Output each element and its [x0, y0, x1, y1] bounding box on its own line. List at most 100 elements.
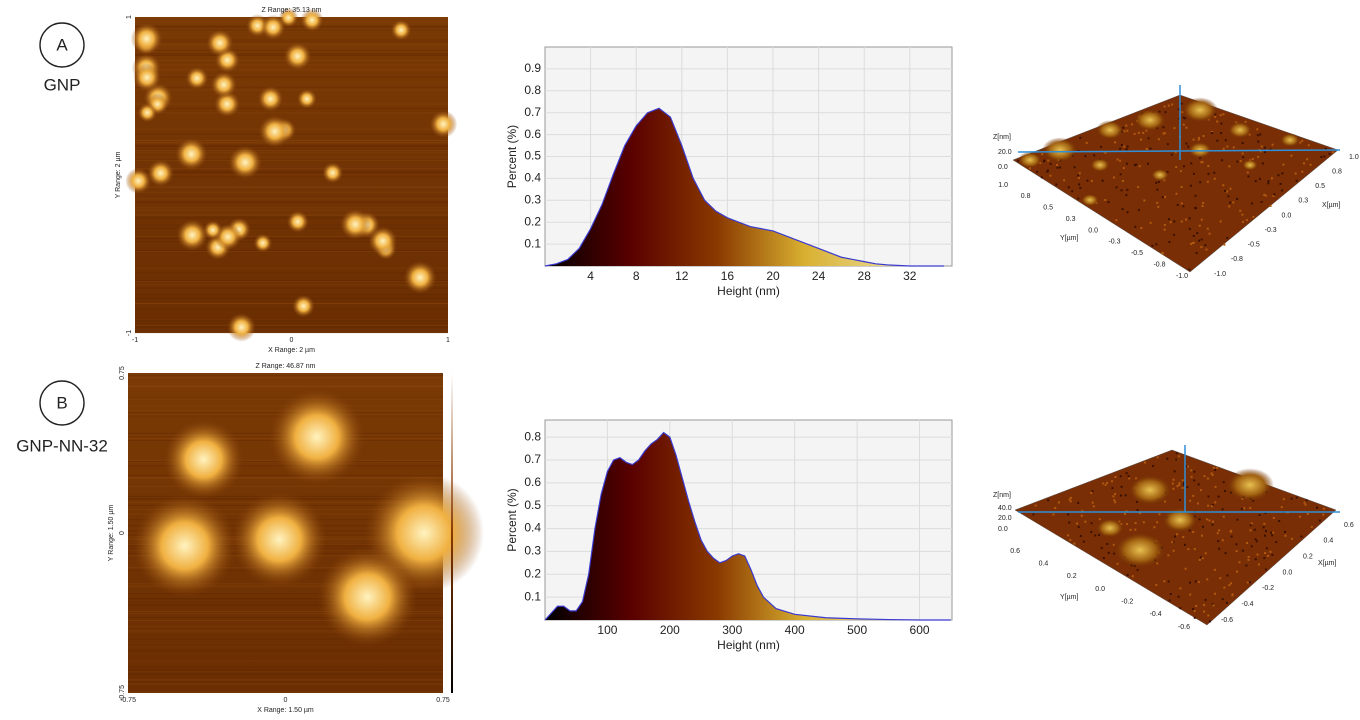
- y-tick-label: 0.2: [524, 566, 541, 580]
- surface-texture: [1172, 487, 1175, 490]
- surface-y-label: Y[µm]: [1060, 594, 1078, 601]
- afm-streak: [135, 139, 448, 141]
- afm-streak: [135, 186, 448, 188]
- afm-particle: [132, 493, 237, 598]
- surface-texture: [1225, 601, 1228, 604]
- surface-texture: [1100, 547, 1103, 550]
- surface-texture: [1175, 192, 1178, 195]
- afm-streak: [128, 682, 443, 684]
- surface-texture: [1136, 509, 1139, 512]
- surface-texture: [1201, 161, 1204, 164]
- surface-texture: [1123, 145, 1126, 148]
- surface-texture: [1193, 470, 1196, 473]
- surface-texture: [1204, 598, 1207, 601]
- surface-texture: [1192, 608, 1195, 611]
- surface-texture: [1224, 490, 1227, 493]
- surface-texture: [1112, 543, 1115, 546]
- surface-texture: [1295, 496, 1298, 499]
- surface-texture: [1125, 148, 1128, 151]
- surface-texture: [1192, 241, 1195, 244]
- surface-texture: [1192, 138, 1195, 141]
- surface-texture: [1206, 227, 1209, 230]
- surface-y-tick: -0.3: [1108, 239, 1120, 246]
- y-tick-label: 0.1: [524, 589, 541, 603]
- surface-texture: [1222, 113, 1225, 116]
- surface-x-tick: 0.0: [1283, 569, 1293, 576]
- surface-texture: [1264, 552, 1267, 555]
- surface-texture: [1119, 494, 1122, 497]
- surface-x-tick: -1.0: [1214, 271, 1226, 278]
- surface-x-tick: -0.8: [1231, 256, 1243, 263]
- surface-texture: [1295, 179, 1298, 182]
- surface-texture: [1155, 584, 1158, 587]
- x-tick-label: 8: [633, 269, 640, 283]
- afm-streak: [135, 86, 448, 88]
- surface-texture: [1184, 117, 1187, 120]
- surface-texture: [1226, 237, 1229, 240]
- afm-streak: [135, 284, 448, 286]
- afm-streak: [135, 326, 448, 328]
- surface-y-tick: -1.0: [1176, 273, 1188, 280]
- afm-streak: [135, 148, 448, 150]
- afm-particle: [300, 8, 324, 32]
- surface-texture: [1299, 141, 1302, 144]
- afm-streak: [135, 207, 448, 209]
- x-tick-label: 16: [721, 269, 735, 283]
- surface-texture: [1111, 487, 1114, 490]
- surface-texture: [1222, 515, 1225, 518]
- afm-streak: [135, 287, 448, 289]
- surface-texture: [1260, 201, 1263, 204]
- surface-axis: [1017, 149, 1341, 153]
- surface-texture: [1236, 518, 1239, 521]
- afm-streak: [135, 140, 448, 142]
- afm-streak: [135, 297, 448, 299]
- afm-streak: [135, 176, 448, 178]
- surface-texture: [1302, 162, 1305, 165]
- y-tick-label: 0.6: [524, 475, 541, 489]
- surface-texture: [1219, 577, 1222, 580]
- surface-texture: [1134, 528, 1137, 531]
- surface-texture: [1264, 534, 1267, 537]
- surface-texture: [1226, 145, 1229, 148]
- afm-streak: [128, 645, 443, 647]
- area-fill: [545, 432, 951, 620]
- surface-texture: [1182, 535, 1185, 538]
- surface-x-tick: -0.6: [1221, 617, 1233, 624]
- surface-texture: [1224, 552, 1227, 555]
- afm-streak: [128, 397, 443, 399]
- surface-texture: [1114, 501, 1117, 504]
- afm-streak: [128, 398, 443, 400]
- surface-y-tick: 0.6: [1010, 548, 1020, 555]
- surface-texture: [1199, 181, 1202, 184]
- surface-texture: [1144, 461, 1147, 464]
- afm-streak: [128, 626, 443, 628]
- afm-streak: [135, 103, 448, 105]
- afm-particle: [403, 260, 437, 295]
- surface-texture: [1119, 475, 1122, 478]
- surface-texture: [1078, 172, 1081, 175]
- surface-texture: [1106, 482, 1109, 485]
- surface-texture: [1252, 215, 1255, 218]
- afm-streak: [135, 152, 448, 154]
- surface-texture: [1290, 154, 1293, 157]
- surface-texture: [1068, 521, 1071, 524]
- surface-texture: [1169, 592, 1172, 595]
- afm-streak: [135, 201, 448, 203]
- surface-texture: [1284, 534, 1287, 537]
- surface-peak: [1096, 120, 1124, 140]
- surface-texture: [1156, 188, 1159, 191]
- surface-texture: [1104, 151, 1107, 154]
- surface-texture: [1301, 139, 1304, 142]
- surface-texture: [1041, 153, 1044, 156]
- surface-texture: [1236, 160, 1239, 163]
- surface-texture: [1228, 584, 1231, 587]
- surface-x-tick: 0.4: [1324, 538, 1334, 545]
- afm-streak: [135, 143, 448, 145]
- afm-particle: [296, 88, 317, 109]
- surface-peak: [1090, 158, 1110, 172]
- surface-texture: [1175, 165, 1178, 168]
- afm-streak: [128, 629, 443, 631]
- afm-streak: [128, 670, 443, 672]
- surface-texture: [1114, 141, 1117, 144]
- surface-texture: [1120, 189, 1123, 192]
